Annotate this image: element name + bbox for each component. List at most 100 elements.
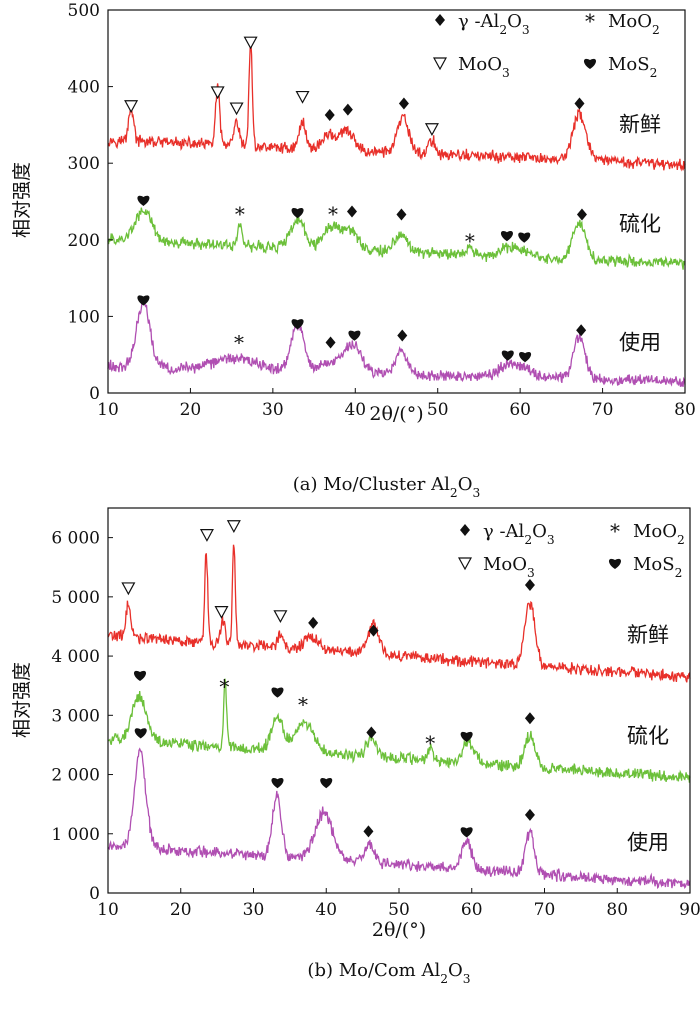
y-tick-label: 100 [68,307,100,327]
y-tick-label: 500 [68,1,100,21]
x-tick-label: 70 [534,900,556,920]
series-line-新鲜 [107,544,691,683]
peak-marker-star: * [234,331,244,355]
peak-marker-diamond [324,108,335,121]
peak-marker-diamond [363,825,374,838]
legend-label: MoO2 [633,521,685,547]
peak-marker-heart [271,687,284,698]
peak-marker-diamond [397,329,408,342]
series-line-硫化 [107,678,691,783]
series-line-新鲜 [107,42,686,172]
y-tick-label: 2 000 [51,766,100,786]
peak-marker-triangle [226,520,241,534]
x-tick-label: 30 [262,400,284,420]
legend-label: MoO3 [458,54,510,80]
peak-marker-diamond [524,579,535,591]
x-tick-label: 90 [679,900,700,920]
series-line-硫化 [107,207,686,270]
series-label: 硫化 [627,724,669,748]
y-axis-label: 相对强度 [11,662,33,738]
peak-marker-triangle [214,606,229,619]
peak-marker-heart [291,208,304,219]
x-axis-label: 2θ/(°) [372,919,426,941]
peak-marker-heart [137,295,150,306]
series-line-使用 [107,747,691,890]
x-tick-label: 60 [509,400,531,420]
peak-marker-star: * [425,731,435,755]
peak-marker-diamond [346,205,357,218]
y-tick-label: 1 000 [51,825,100,845]
peak-marker-triangle [243,36,258,50]
legend-label: γ -Al2O3 [483,521,555,547]
peak-marker-heart [320,778,333,789]
peak-marker-star: * [298,692,308,716]
svg-text:*: * [328,202,338,226]
peak-marker-star: * [235,202,245,226]
svg-text:*: * [425,731,435,755]
series-label: 使用 [627,830,669,854]
legend-symbol-diamond [435,14,445,26]
peak-marker-heart [348,330,361,341]
y-tick-label: 6 000 [51,529,100,549]
legend-label: MoS2 [633,554,682,580]
series-label: 新鲜 [627,623,669,647]
x-tick-label: 10 [97,400,119,420]
peak-marker-heart [460,827,473,838]
peak-marker-triangle [199,529,214,542]
peak-marker-diamond [368,624,379,637]
legend-label: MoS2 [608,54,657,80]
legend-symbol-star: * [610,519,620,543]
legend-symbol-triangle [457,557,473,571]
svg-text:*: * [610,519,620,543]
peak-marker-triangle [124,100,139,114]
peak-marker-star: * [328,202,338,226]
y-tick-label: 0 [89,884,100,904]
peak-marker-heart [519,352,532,363]
peak-marker-heart [137,195,150,206]
svg-text:*: * [298,692,308,716]
x-tick-label: 10 [97,900,119,920]
peak-marker-diamond [366,726,377,739]
peak-marker-diamond [576,324,587,337]
figure-caption: (a) Mo/Cluster Al2O3 [293,474,481,500]
peak-marker-heart [518,232,531,243]
x-tick-label: 40 [344,400,366,420]
y-tick-label: 5 000 [51,588,100,608]
legend-label: γ -Al2O3 [458,11,530,37]
peak-marker-diamond [574,97,585,110]
peak-marker-heart [134,728,147,739]
peak-marker-heart [460,731,473,743]
peak-marker-diamond [396,208,407,221]
x-tick-label: 70 [592,400,614,420]
svg-text:*: * [585,9,595,33]
y-tick-label: 200 [68,231,100,251]
peak-marker-heart [291,319,304,330]
y-tick-label: 0 [89,384,100,404]
x-tick-label: 20 [180,400,202,420]
x-tick-label: 20 [170,900,192,920]
figure-caption: (b) Mo/Com Al2O3 [307,960,470,986]
peak-marker-triangle [273,610,288,624]
legend-symbol-triangle [432,57,448,71]
x-axis-label: 2θ/(°) [369,403,423,425]
plot-frame [107,9,686,394]
series-line-使用 [107,296,686,387]
legend-symbol-heart [583,58,597,69]
legend-symbol-star: * [585,9,595,33]
y-axis-label: 相对强度 [11,162,33,238]
peak-marker-diamond [576,208,587,221]
x-tick-label: 50 [388,900,410,920]
peak-marker-triangle [121,582,136,596]
peak-marker-diamond [524,808,535,821]
x-tick-label: 80 [674,400,696,420]
peak-marker-diamond [524,712,535,725]
y-tick-label: 400 [68,78,100,98]
peak-marker-triangle [424,123,439,136]
peak-marker-star: * [465,229,475,253]
peak-marker-diamond [342,103,353,116]
peak-marker-triangle [295,90,310,104]
peak-marker-heart [501,350,514,361]
peak-marker-heart [271,778,284,789]
